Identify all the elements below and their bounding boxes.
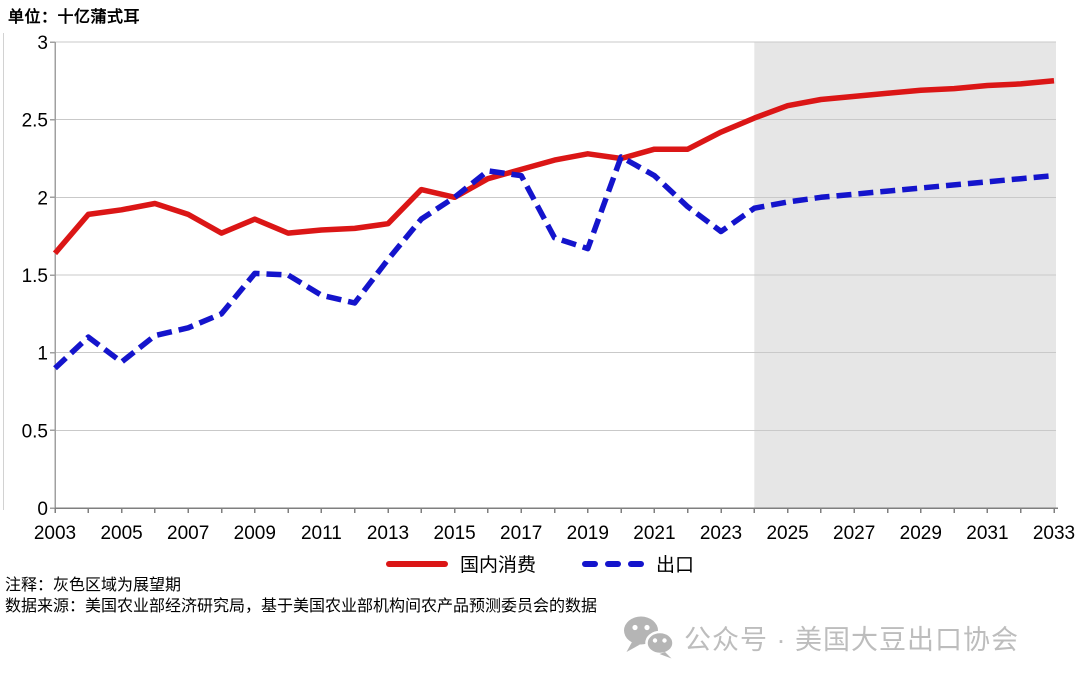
svg-text:2015: 2015 — [433, 523, 475, 544]
svg-text:2007: 2007 — [167, 523, 209, 544]
x-axis — [54, 507, 1058, 513]
legend-swatch-dashed-blue — [582, 560, 644, 567]
svg-text:2023: 2023 — [700, 523, 742, 544]
svg-text:0: 0 — [37, 499, 48, 520]
svg-text:2: 2 — [37, 188, 48, 209]
legend-label-domestic: 国内消费 — [459, 555, 536, 576]
chart-legend: 国内消费 出口 — [0, 550, 1080, 577]
y-axis — [50, 41, 56, 509]
note-source: 数据来源：美国农业部经济研究局，基于美国农业部机构间农产品预测委员会的数据 — [5, 598, 598, 615]
legend-item-export: 出口 — [582, 550, 694, 577]
legend-swatch-solid-red — [385, 560, 448, 567]
svg-text:2009: 2009 — [234, 523, 276, 544]
svg-text:2021: 2021 — [633, 523, 675, 544]
svg-text:2027: 2027 — [833, 523, 875, 544]
svg-text:2013: 2013 — [367, 523, 409, 544]
svg-text:2019: 2019 — [567, 523, 609, 544]
svg-text:2005: 2005 — [100, 523, 142, 544]
svg-text:3: 3 — [37, 33, 48, 54]
series-domestic-consumption-line — [52, 78, 1055, 256]
chart-notes: 注释：灰色区域为展望期 数据来源：美国农业部经济研究局，基于美国农业部机构间农产… — [5, 575, 597, 617]
svg-text:2.5: 2.5 — [22, 111, 48, 132]
svg-text:2011: 2011 — [301, 523, 342, 544]
svg-text:0.5: 0.5 — [22, 421, 48, 442]
watermark: 公众号 · 美国大豆出口协会 — [622, 615, 1019, 659]
grid — [55, 41, 1056, 431]
x-tick-labels: 2003 2005 2007 2009 2011 2013 2015 2017 2019 2021… — [34, 523, 1075, 544]
svg-text:2029: 2029 — [900, 523, 942, 544]
line-chart: 0 0.5 1 1.5 2 2.5 3 2003 2005 2007 2009 2011 2013 201… — [22, 33, 1076, 544]
legend-label-export: 出口 — [656, 555, 695, 576]
svg-text:2031: 2031 — [966, 523, 1008, 544]
svg-text:2017: 2017 — [500, 523, 542, 544]
watermark-text: 公众号 · 美国大豆出口协会 — [684, 624, 1019, 655]
svg-text:2003: 2003 — [34, 523, 76, 544]
left-frame-line — [3, 33, 4, 510]
y-tick-labels: 0 0.5 1 1.5 2 2.5 3 — [22, 33, 48, 520]
svg-text:2033: 2033 — [1033, 523, 1075, 544]
note-outlook: 注释：灰色区域为展望期 — [5, 577, 182, 594]
svg-text:1.5: 1.5 — [22, 266, 48, 287]
svg-text:1: 1 — [37, 344, 48, 365]
legend-item-domestic: 国内消费 — [385, 550, 536, 577]
svg-text:2025: 2025 — [766, 523, 808, 544]
series-exports-line — [53, 154, 1055, 371]
wechat-icon — [624, 616, 674, 659]
chart-unit-title: 单位：十亿蒲式耳 — [8, 9, 141, 26]
